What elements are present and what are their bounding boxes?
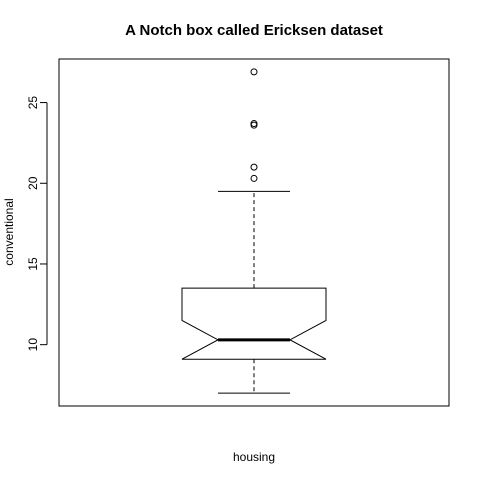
y-tick-label: 25 xyxy=(26,96,40,110)
y-tick-label: 20 xyxy=(26,176,40,190)
outlier-point xyxy=(250,174,258,182)
outlier-point xyxy=(250,68,258,76)
outliers xyxy=(250,68,258,182)
x-axis-label: housing xyxy=(233,450,275,464)
y-tick-label: 10 xyxy=(26,338,40,352)
outlier-point xyxy=(250,120,258,128)
y-axis: 10 15 20 25 xyxy=(26,96,48,352)
plot-frame xyxy=(58,58,450,407)
boxplot xyxy=(181,190,327,394)
outlier-point xyxy=(250,163,258,171)
y-axis-label: conventional xyxy=(2,198,16,265)
y-tick-label: 15 xyxy=(26,257,40,271)
notched-box xyxy=(181,287,327,360)
chart-title: A Notch box called Ericksen dataset xyxy=(125,22,383,39)
